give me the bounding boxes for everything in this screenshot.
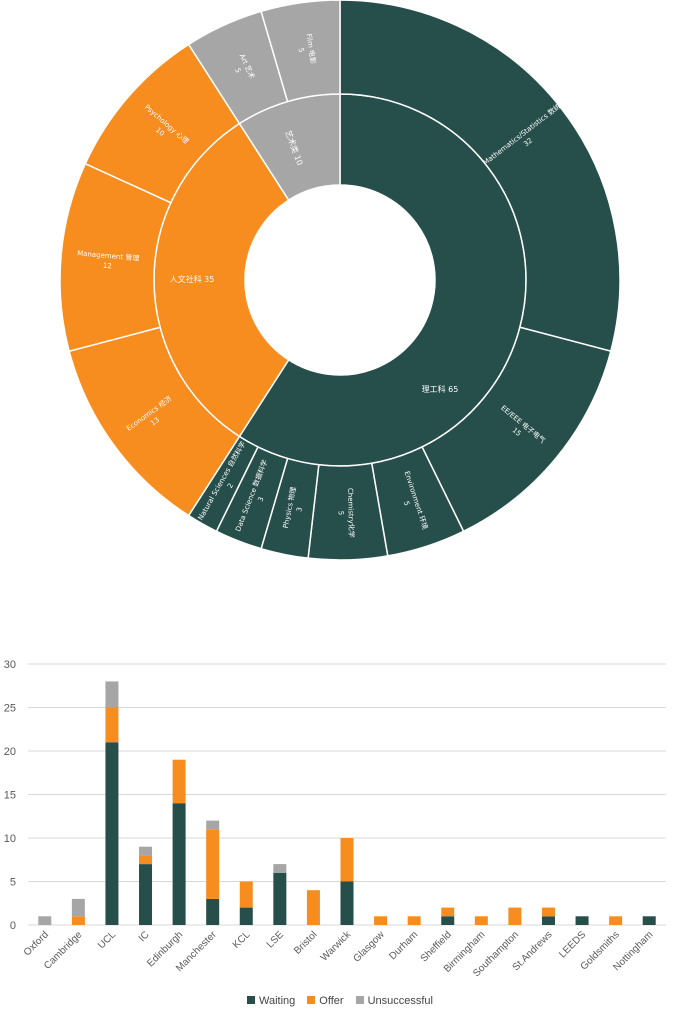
y-tick-label-0: 0 [10, 920, 16, 932]
bar-sheffield-waiting [441, 916, 455, 925]
sunburst-value-physics: 3 [295, 507, 304, 513]
bar-warwick-waiting [340, 881, 354, 925]
bar-st-andrews-offer [541, 907, 555, 917]
sunburst-label-film-group: Film 电影5 [297, 33, 318, 64]
sunburst-value-mathematics-statistics: 32 [522, 137, 534, 149]
sunburst-value-environment: 5 [402, 500, 411, 507]
bar-leeds-waiting [575, 916, 589, 925]
bar-oxford-unsuccessful [38, 916, 52, 925]
bar-kcl-waiting [239, 907, 253, 925]
legend-label-unsuccessful: Unsuccessful [367, 995, 433, 1007]
bar-ucl-offer [105, 707, 119, 743]
y-tick-label-20: 20 [4, 746, 16, 758]
sunburst-value-data-science: 3 [257, 496, 266, 503]
sunburst-inner-label-0: 理工科 65 [422, 384, 459, 394]
legend-label-offer: Offer [319, 995, 344, 1007]
bar-nottingham-waiting [642, 916, 656, 925]
x-tick-label-ic: IC [137, 929, 152, 944]
x-tick-label-warwick: Warwick [319, 929, 354, 964]
bar-ucl-waiting [105, 742, 119, 925]
sunburst-value-film: 5 [297, 47, 306, 53]
bar-birmingham-offer [474, 916, 488, 925]
bar-southampton-offer [508, 907, 522, 925]
bar-ic-waiting [139, 864, 153, 925]
x-tick-label-lse: LSE [265, 929, 286, 950]
sunburst-value-art: 5 [233, 67, 242, 74]
legend-item-offer: Offer [307, 995, 344, 1007]
y-tick-label-30: 30 [4, 659, 16, 671]
legend-swatch-waiting [247, 996, 256, 1004]
bar-cambridge-offer [71, 916, 85, 925]
bar-sheffield-offer [441, 907, 455, 917]
sunburst-segment-film [260, 0, 341, 103]
legend-item-waiting: Waiting [247, 995, 295, 1007]
y-tick-label-15: 15 [4, 790, 16, 802]
bar-cambridge-unsuccessful [71, 898, 85, 917]
x-tick-label-oxford: Oxford [22, 929, 51, 958]
legend-item-unsuccessful: Unsuccessful [355, 995, 433, 1007]
bar-st-andrews-waiting [541, 916, 555, 925]
x-tick-label-glasgow: Glasgow [351, 929, 387, 965]
sunburst-value-psychology: 10 [154, 126, 166, 138]
sunburst-value-chemistry: 5 [337, 511, 345, 516]
bar-legend: Waiting Offer Unsuccessful [0, 995, 680, 1007]
bar-ic-unsuccessful [139, 846, 153, 856]
sunburst-segment-mathematics-statistics [339, 0, 621, 353]
bar-ic-offer [139, 855, 153, 865]
sunburst-value-economics: 13 [149, 416, 161, 428]
bar-manchester-waiting [206, 898, 220, 925]
y-tick-label-25: 25 [4, 703, 16, 715]
bar-bristol-offer [306, 890, 320, 925]
sunburst-value-natural-sciences: 2 [226, 482, 235, 490]
bar-edinburgh-offer [172, 759, 186, 804]
sunburst-value-management: 12 [103, 262, 113, 271]
bar-lse-waiting [273, 872, 287, 925]
legend-label-waiting: Waiting [259, 995, 296, 1007]
bar-ucl-unsuccessful [105, 681, 119, 708]
sunburst-label-film: Film 电影 [305, 33, 318, 64]
bar-goldsmiths-offer [609, 916, 623, 925]
x-tick-label-kcl: KCL [231, 929, 253, 951]
legend-swatch-unsuccessful [355, 996, 364, 1004]
x-tick-label-ucl: UCL [96, 929, 118, 951]
x-tick-label-leeds: LEEDS [557, 929, 588, 960]
x-tick-label-durham: Durham [387, 929, 420, 962]
bar-warwick-offer [340, 838, 354, 882]
bar-manchester-unsuccessful [206, 820, 220, 830]
sunburst-label-chemistry: Chemistry化学 [346, 488, 356, 538]
bar-kcl-offer [239, 881, 253, 908]
y-tick-label-5: 5 [10, 877, 16, 889]
bar-lse-unsuccessful [273, 864, 287, 873]
bar-glasgow-offer [374, 916, 388, 925]
bar-durham-offer [407, 916, 421, 925]
bar-manchester-offer [206, 829, 220, 899]
y-tick-label-10: 10 [4, 833, 16, 845]
bar-edinburgh-waiting [172, 803, 186, 925]
legend-swatch-offer [307, 996, 316, 1004]
x-tick-label-bristol: Bristol [292, 929, 319, 956]
sunburst-value-ee-eee: 15 [511, 426, 523, 438]
sunburst-inner-label-1: 人文社科 35 [170, 274, 215, 284]
